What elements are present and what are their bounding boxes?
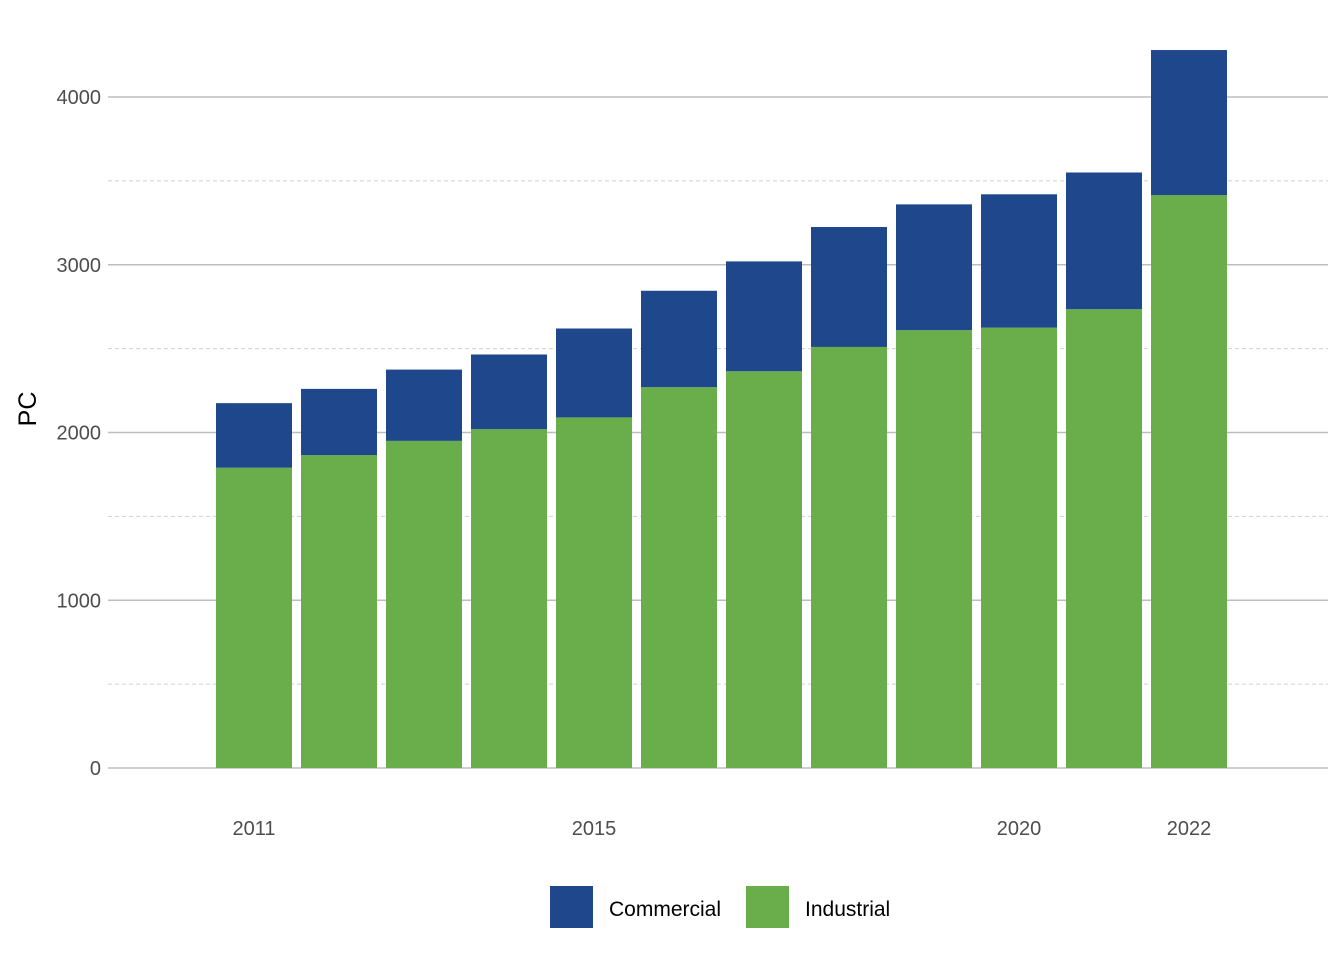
bar-industrial-2022: [1151, 195, 1227, 769]
legend-label-commercial: Commercial: [609, 898, 721, 921]
y-tick-label: 3000: [57, 255, 102, 277]
bar-industrial-2020: [981, 327, 1057, 768]
y-tick-label: 4000: [57, 87, 102, 109]
y-axis-title: PC: [14, 392, 42, 427]
bar-commercial-2019: [896, 204, 972, 331]
bar-commercial-2017: [726, 261, 802, 372]
y-tick-label: 0: [90, 758, 101, 780]
bar-commercial-2018: [811, 227, 887, 347]
bar-commercial-2015: [556, 328, 632, 418]
bar-commercial-2011: [216, 403, 292, 468]
bar-commercial-2014: [471, 354, 547, 430]
bar-commercial-2013: [386, 369, 462, 441]
bar-commercial-2012: [301, 388, 377, 456]
bar-commercial-2021: [1066, 172, 1142, 310]
bar-industrial-2014: [471, 429, 547, 768]
bar-industrial-2012: [301, 455, 377, 768]
bar-commercial-2020: [981, 194, 1057, 328]
legend-key-commercial: [550, 886, 593, 928]
bar-commercial-2016: [641, 290, 717, 388]
bar-industrial-2018: [811, 346, 887, 768]
bar-industrial-2011: [216, 467, 292, 768]
x-tick-label: 2015: [572, 818, 617, 840]
y-axis-ticks: 0 1000 2000 3000 4000: [57, 87, 102, 780]
bar-commercial-2022: [1151, 50, 1227, 196]
bar-industrial-2021: [1066, 309, 1142, 768]
bar-industrial-2016: [641, 387, 717, 768]
legend-label-industrial: Industrial: [805, 898, 890, 921]
bar-industrial-2013: [386, 440, 462, 768]
y-tick-label: 1000: [57, 590, 102, 612]
legend: Commercial Industrial: [550, 886, 890, 928]
bar-industrial-2017: [726, 371, 802, 768]
legend-key-industrial: [746, 886, 789, 928]
y-tick-label: 2000: [57, 423, 102, 445]
bars: [216, 50, 1227, 769]
bar-industrial-2015: [556, 417, 632, 768]
x-tick-label: 2020: [997, 818, 1042, 840]
bar-industrial-2019: [896, 330, 972, 768]
x-axis-ticks: 2011 2015 2020 2022: [232, 818, 1211, 840]
x-tick-label: 2022: [1167, 818, 1212, 840]
x-tick-label: 2011: [232, 818, 275, 840]
